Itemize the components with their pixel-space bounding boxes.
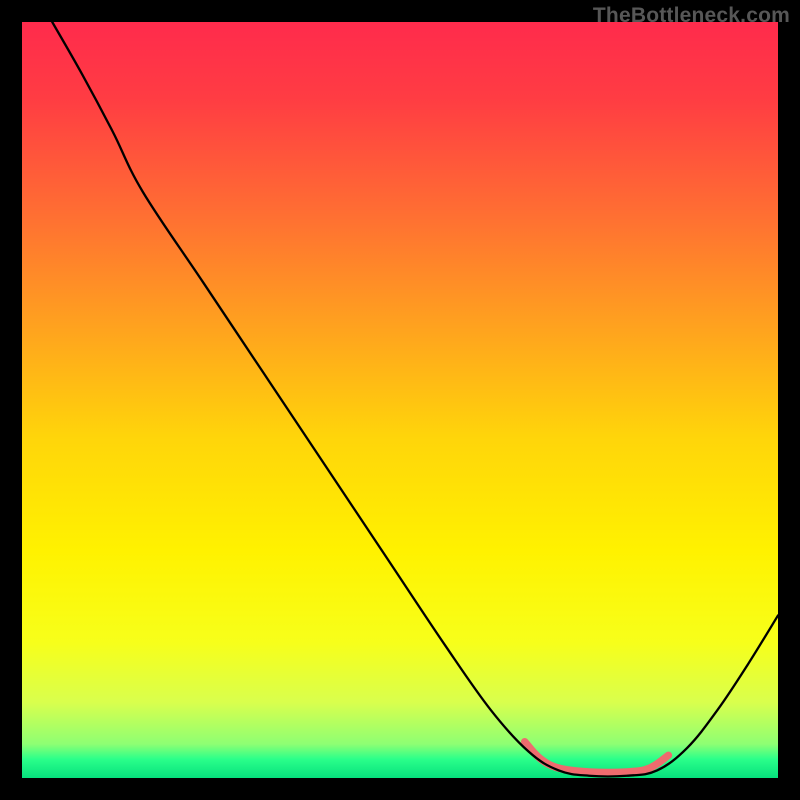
bottleneck-chart bbox=[22, 22, 778, 778]
plot-area bbox=[22, 22, 778, 778]
gradient-background bbox=[22, 22, 778, 778]
